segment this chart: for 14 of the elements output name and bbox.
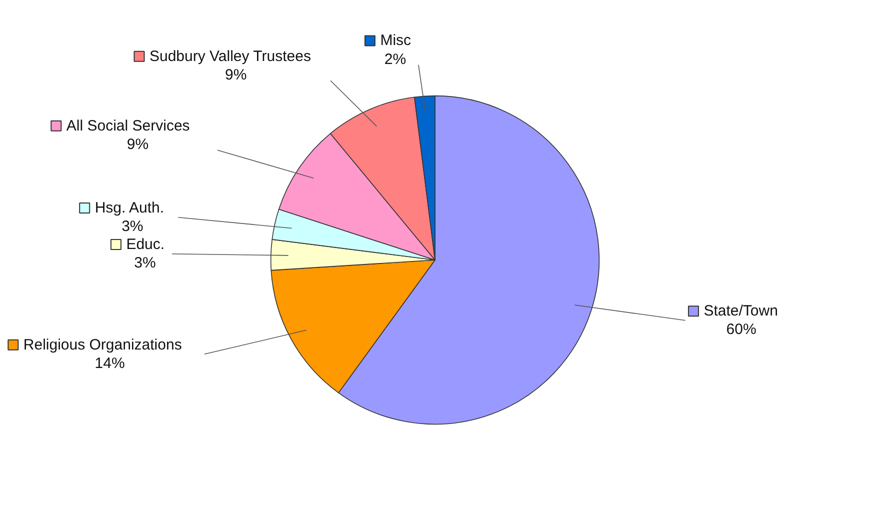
legend-label: Misc: [380, 32, 412, 50]
legend-label: Sudbury Valley Trustees: [149, 48, 311, 65]
data-label: 3%: [134, 254, 156, 272]
data-label: 60%: [726, 321, 756, 338]
legend-label: State/Town: [704, 302, 778, 320]
data-label: 9%: [225, 66, 247, 84]
data-label: 3%: [122, 218, 144, 236]
legend-label: Religious Organizations: [23, 336, 182, 354]
data-label: 2%: [384, 50, 406, 68]
legend-label: All Social Services: [66, 117, 190, 134]
data-label: 14%: [94, 354, 125, 372]
legend-label: Hsg. Auth.: [94, 200, 164, 217]
legend-label: Educ.: [126, 236, 165, 254]
data-label: 9%: [126, 136, 149, 154]
